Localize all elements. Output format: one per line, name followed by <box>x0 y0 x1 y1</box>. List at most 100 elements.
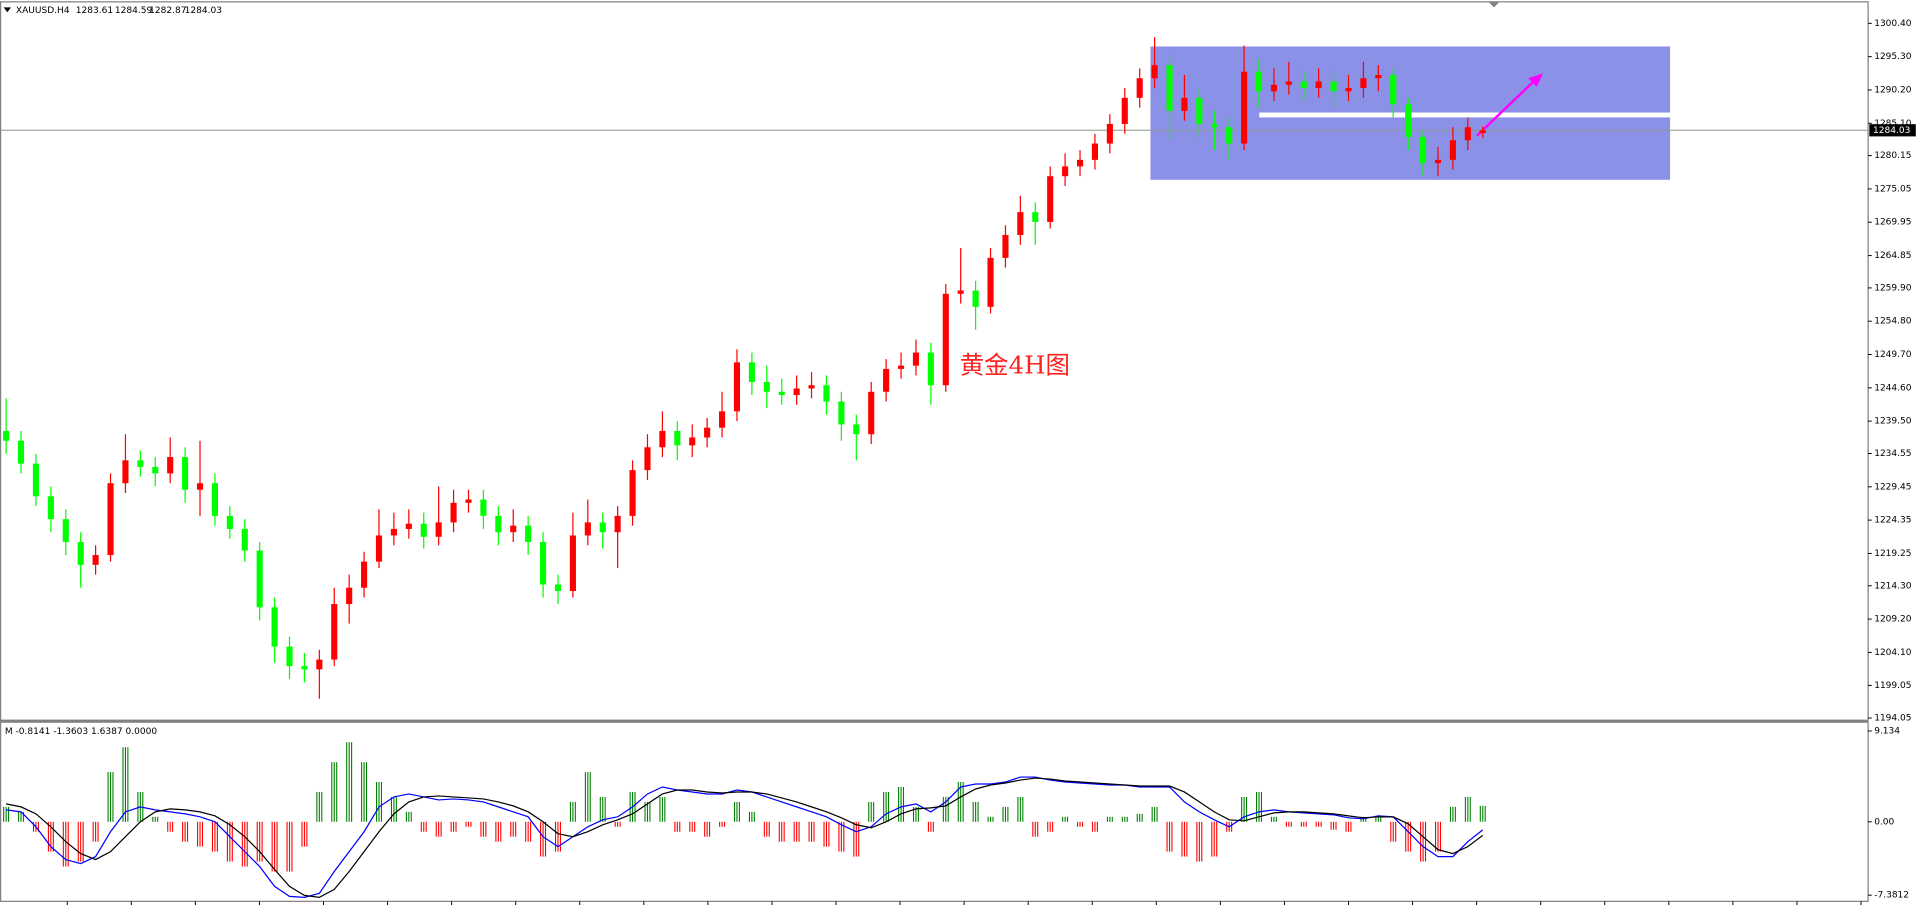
candle-body <box>1151 65 1158 79</box>
candle-body <box>912 352 920 366</box>
candle-body <box>1420 137 1427 164</box>
candle-body <box>689 437 696 446</box>
y-tick-label: 1234.55 <box>1874 449 1911 459</box>
candle-body <box>599 522 606 533</box>
y-tick-label: 1269.95 <box>1874 218 1911 228</box>
candle-body <box>1449 140 1456 160</box>
candle-body <box>659 430 666 448</box>
candle-body <box>584 522 591 536</box>
candle-body <box>1405 104 1412 138</box>
candle-body <box>1315 81 1322 89</box>
candle-body <box>987 257 994 307</box>
candle-body <box>748 362 755 382</box>
candle-body <box>1241 71 1248 144</box>
candle-body <box>1136 78 1143 98</box>
candle-body <box>554 584 562 591</box>
candle-body <box>495 515 502 533</box>
candle-body <box>808 385 815 389</box>
candle-body <box>1479 130 1486 134</box>
y-tick-label: 1219.25 <box>1874 549 1911 559</box>
y-tick-label: 9.134 <box>1874 726 1900 736</box>
candle-body <box>450 502 457 523</box>
candle-body <box>361 561 368 588</box>
y-tick-label: 1285.10 <box>1874 119 1912 129</box>
candle-body <box>211 483 218 516</box>
candle-body <box>823 385 830 402</box>
y-tick-label: 0.00 <box>1874 817 1894 827</box>
candle-body <box>1002 234 1009 258</box>
candle-body <box>1345 88 1352 92</box>
candle-body <box>1166 65 1173 111</box>
candle-body <box>480 499 487 516</box>
candle-body <box>405 523 412 529</box>
candle-body <box>540 542 547 585</box>
candle-body <box>733 362 741 412</box>
candle-body <box>1464 127 1471 141</box>
candle-body <box>1270 84 1277 92</box>
candle-body <box>1091 143 1098 160</box>
y-tick-label: 1254.80 <box>1874 317 1912 327</box>
indicator-line <box>5 777 1484 898</box>
annotation: 黄金4H图 <box>960 350 1070 379</box>
price-label: 1284.03 <box>1873 126 1911 136</box>
candle-body <box>1434 159 1442 164</box>
menu-triangle <box>3 7 12 13</box>
y-tick-label: 1199.05 <box>1874 681 1911 691</box>
candle-body <box>883 368 890 392</box>
indicator-label: M -0.8141 -1.3603 1.6387 0.0000 <box>5 727 157 737</box>
y-tick-label: 1259.90 <box>1874 283 1912 293</box>
candle-body <box>32 463 40 497</box>
candle-body <box>1300 81 1307 89</box>
candle-body <box>1196 97 1203 124</box>
candle-body <box>196 483 204 490</box>
trend-arrow-head <box>1528 73 1543 87</box>
candle-body <box>271 607 278 647</box>
candle-body <box>62 519 69 543</box>
candle-body <box>331 604 338 660</box>
symbol: XAUUSD.H4 <box>16 6 70 16</box>
candle-body <box>569 535 576 591</box>
candle-body <box>92 555 99 565</box>
candle-body <box>420 523 427 537</box>
candle-body <box>152 466 159 474</box>
candle-body <box>1062 166 1069 177</box>
candle-body <box>241 528 248 551</box>
y-tick-label: 1249.70 <box>1874 350 1912 360</box>
candle-body <box>346 587 353 605</box>
y-tick-label: 1214.30 <box>1874 581 1912 591</box>
candle-body <box>1047 176 1054 222</box>
candle-body <box>868 391 875 435</box>
y-tick-label: 1295.30 <box>1874 52 1912 62</box>
candle-body <box>704 427 711 438</box>
y-tick-label: 1264.85 <box>1874 251 1911 261</box>
candle-body <box>47 496 54 520</box>
candle-body <box>1375 74 1382 79</box>
candle-body <box>301 666 308 670</box>
candle-body <box>510 525 517 533</box>
candle-body <box>390 528 397 536</box>
candle-body <box>1076 159 1084 167</box>
y-tick-label: 1290.20 <box>1874 85 1912 95</box>
resistance-line <box>1259 112 1671 118</box>
header-high: 1284.59 <box>115 6 153 16</box>
y-tick-label: 1275.05 <box>1874 184 1911 194</box>
candle-body <box>853 424 860 435</box>
y-tick-label: 1280.15 <box>1874 151 1911 161</box>
y-tick-label: 1204.10 <box>1874 648 1912 658</box>
candle-body <box>1390 74 1397 105</box>
candle-body <box>763 381 770 392</box>
candle-body <box>942 293 949 386</box>
candle-body <box>286 646 293 667</box>
candle-body <box>1226 127 1233 144</box>
candle-body <box>972 290 979 307</box>
candle-body <box>778 391 785 396</box>
y-tick-label: 1229.45 <box>1874 482 1911 492</box>
y-tick-label: 1209.20 <box>1874 615 1912 625</box>
candle-body <box>1255 71 1263 92</box>
candle-body <box>107 483 114 556</box>
candle-body <box>793 388 800 396</box>
y-tick-label: 1224.35 <box>1874 516 1911 526</box>
candle-body <box>167 457 174 474</box>
